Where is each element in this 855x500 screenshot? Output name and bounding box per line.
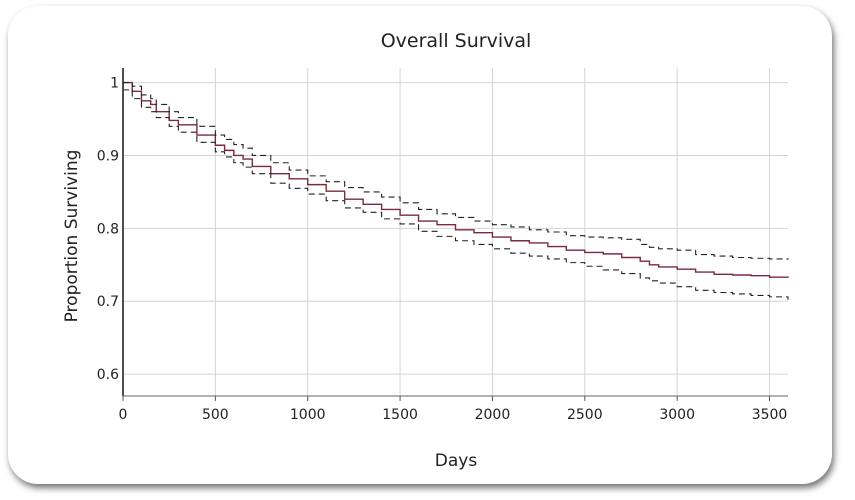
lower-bound-line <box>123 89 789 300</box>
x-tick-label: 1500 <box>382 407 418 423</box>
upper-bound-line <box>123 82 789 260</box>
grid-lines <box>123 68 788 396</box>
x-tick-label: 500 <box>202 407 229 423</box>
x-tick-label: 3500 <box>752 407 788 423</box>
y-tick-label: 0.9 <box>97 148 119 164</box>
chart-card <box>8 6 832 484</box>
y-tick-label: 0.8 <box>97 221 119 237</box>
tick-labels: 0 500 1000 1500 2000 2500 3000 3500 0.6 0.7 0.8 0.9… <box>97 76 788 423</box>
axes <box>122 68 788 401</box>
y-axis-title: Proportion Surviving <box>62 150 82 323</box>
x-tick-label: 2000 <box>475 407 511 423</box>
x-axis-title: Days <box>435 451 478 471</box>
x-tick-label: 3000 <box>659 407 695 423</box>
y-tick-label: 0.7 <box>97 294 119 310</box>
series-group <box>123 81 789 300</box>
estimate-line <box>123 81 789 278</box>
x-tick-label: 1000 <box>290 407 326 423</box>
y-tick-label: 0.6 <box>97 367 119 383</box>
y-tick-label: 1 <box>110 76 119 92</box>
chart-title: Overall Survival <box>381 30 532 52</box>
x-tick-label: 0 <box>119 407 128 423</box>
x-tick-label: 2500 <box>567 407 603 423</box>
